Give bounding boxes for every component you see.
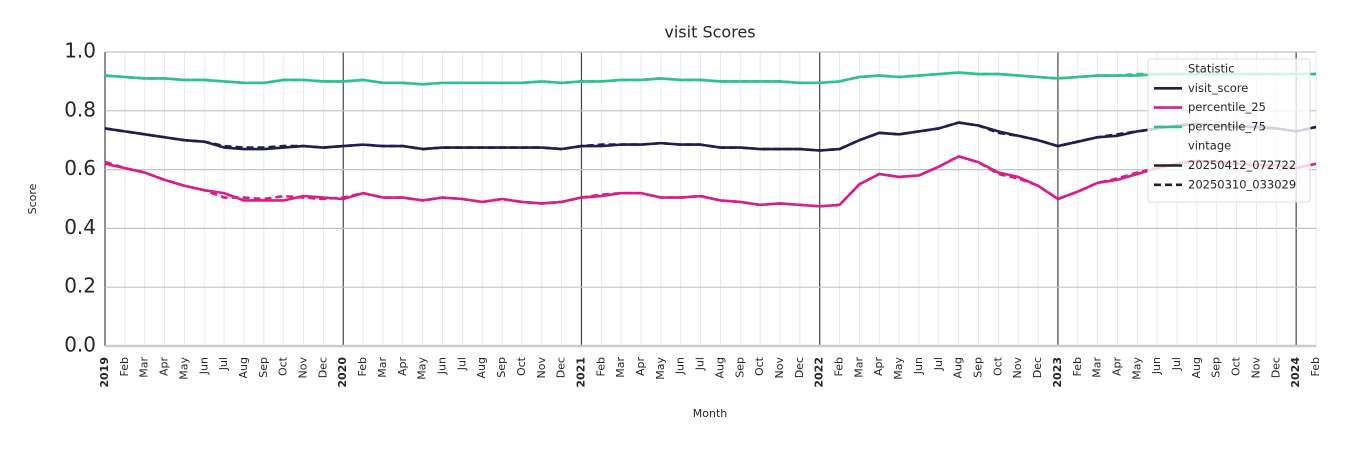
x-tick-label: Jun bbox=[197, 357, 210, 375]
x-tick-label: Feb bbox=[1309, 357, 1322, 376]
series-line bbox=[104, 71, 1316, 86]
x-tick-label: Nov bbox=[1249, 357, 1262, 379]
x-tick-label: Sep bbox=[972, 357, 985, 378]
x-tick-label: Dec bbox=[793, 357, 806, 378]
x-tick-label: Jun bbox=[435, 357, 448, 375]
x-tick-label: Jul bbox=[932, 357, 945, 371]
x-tick-label: Mar bbox=[614, 357, 627, 378]
x-tick-label: Apr bbox=[158, 357, 171, 377]
y-tick-label: 1.0 bbox=[64, 39, 96, 63]
legend-label: 20250310_033029 bbox=[1188, 177, 1296, 191]
x-tick-label: Aug bbox=[713, 357, 726, 378]
x-tick-label: 2022 bbox=[813, 357, 826, 388]
y-tick-label: 0.4 bbox=[64, 215, 96, 239]
x-tick-label: 2023 bbox=[1051, 357, 1064, 388]
x-tick-label: Nov bbox=[1011, 357, 1024, 379]
x-tick-label: Jul bbox=[694, 357, 707, 371]
x-tick-label: Sep bbox=[495, 357, 508, 378]
x-tick-label: Nov bbox=[535, 357, 548, 379]
x-tick-label: Mar bbox=[852, 357, 865, 378]
x-tick-label: Oct bbox=[753, 356, 766, 376]
legend-title: vintage bbox=[1188, 139, 1231, 153]
x-tick-label: Dec bbox=[555, 357, 568, 378]
x-tick-label: Jun bbox=[912, 357, 925, 375]
x-tick-label: Aug bbox=[237, 357, 250, 378]
x-tick-label: May bbox=[1130, 357, 1143, 380]
x-tick-label: Dec bbox=[1031, 357, 1044, 378]
y-tick-label: 0.2 bbox=[64, 274, 96, 298]
x-axis-label: Month bbox=[693, 407, 728, 420]
x-tick-label: May bbox=[177, 357, 190, 380]
x-tick-label: Feb bbox=[118, 357, 131, 376]
x-tick-label: Oct bbox=[277, 356, 290, 376]
x-tick-label: May bbox=[416, 357, 429, 380]
x-tick-label: May bbox=[654, 357, 667, 380]
x-tick-label: Feb bbox=[833, 357, 846, 376]
legend-label: percentile_75 bbox=[1188, 119, 1266, 133]
y-tick-label: 0.6 bbox=[64, 156, 96, 180]
y-tick-label: 0.8 bbox=[64, 97, 96, 121]
x-tick-label: Oct bbox=[515, 356, 528, 376]
x-tick-label: May bbox=[892, 357, 905, 380]
x-tick-label: 2020 bbox=[336, 357, 349, 388]
x-tick-label: Nov bbox=[773, 357, 786, 379]
x-tick-label: Aug bbox=[1190, 357, 1203, 378]
x-tick-label: Mar bbox=[1091, 357, 1104, 378]
x-tick-label: Mar bbox=[138, 357, 151, 378]
x-tick-label: Sep bbox=[1210, 357, 1223, 378]
x-tick-label: Jul bbox=[217, 357, 230, 371]
series-line bbox=[104, 155, 1317, 208]
x-tick-label: Jun bbox=[1150, 357, 1163, 375]
legend-label: visit_score bbox=[1188, 81, 1248, 95]
x-tick-label: Feb bbox=[1071, 357, 1084, 376]
x-tick-label: Feb bbox=[594, 357, 607, 376]
legend-label: percentile_25 bbox=[1188, 100, 1266, 114]
x-tick-label: Oct bbox=[991, 356, 1004, 376]
x-tick-label: Sep bbox=[733, 357, 746, 378]
x-tick-label: Apr bbox=[396, 357, 409, 377]
x-tick-label: Aug bbox=[475, 357, 488, 378]
x-tick-label: Dec bbox=[1269, 357, 1282, 378]
x-tick-label: 2019 bbox=[98, 357, 111, 388]
legend-label: 20250412_072722 bbox=[1188, 158, 1296, 172]
series-line bbox=[104, 121, 1317, 152]
legend-title: Statistic bbox=[1188, 62, 1235, 76]
x-tick-label: Nov bbox=[297, 357, 310, 379]
x-tick-label: Apr bbox=[1110, 357, 1123, 377]
x-tick-label: Apr bbox=[634, 357, 647, 377]
y-axis-label: Score bbox=[26, 183, 39, 214]
legend-box bbox=[1147, 58, 1311, 203]
x-tick-label: Feb bbox=[356, 357, 369, 376]
x-tick-label: Apr bbox=[872, 357, 885, 377]
x-tick-label: Oct bbox=[1230, 356, 1243, 376]
chart-title: visit Scores bbox=[664, 23, 755, 42]
x-tick-label: Mar bbox=[376, 357, 389, 378]
x-tick-label: 2021 bbox=[574, 357, 587, 388]
x-tick-label: Jun bbox=[674, 357, 687, 375]
x-tick-label: Jul bbox=[1170, 357, 1183, 371]
y-tick-label: 0.0 bbox=[64, 333, 96, 357]
x-tick-label: Jul bbox=[455, 357, 468, 371]
x-tick-label: Sep bbox=[257, 357, 270, 378]
x-tick-label: Aug bbox=[952, 357, 965, 378]
x-tick-label: 2024 bbox=[1289, 357, 1302, 388]
x-tick-label: Dec bbox=[316, 357, 329, 378]
